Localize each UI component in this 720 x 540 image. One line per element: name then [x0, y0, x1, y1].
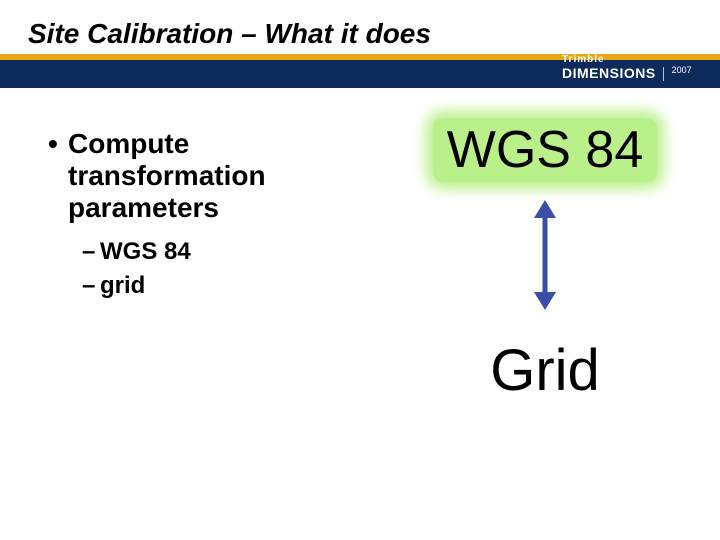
title-area: Site Calibration – What it does — [28, 18, 570, 50]
logo-wordmark: DIMENSIONS — [562, 65, 656, 81]
bullet-main-text: Compute transformation parameters — [68, 128, 358, 224]
bullet-sub: – WGS 84 — [82, 238, 358, 266]
diagram: WGS 84 Grid — [400, 118, 690, 404]
bullet-main: • Compute transformation parameters — [48, 128, 358, 224]
slide: Site Calibration – What it does Trimble … — [0, 0, 720, 540]
logo: Trimble DIMENSIONS 2007 — [562, 54, 702, 84]
diagram-top-label: WGS 84 — [433, 118, 658, 182]
bullet-sub-text: grid — [100, 272, 145, 300]
bullet-sub: – grid — [82, 272, 358, 300]
logo-brand: Trimble — [562, 54, 702, 65]
bullet-dot-icon: • — [48, 128, 68, 224]
bullet-dash-icon: – — [82, 272, 100, 300]
logo-year: 2007 — [672, 65, 692, 75]
slide-title: Site Calibration – What it does — [28, 18, 570, 50]
bullet-list: • Compute transformation parameters – WG… — [48, 128, 358, 300]
diagram-bottom-label: Grid — [400, 337, 690, 404]
bullet-dash-icon: – — [82, 238, 100, 266]
double-arrow-icon — [530, 200, 560, 310]
diagram-arrow — [400, 200, 690, 315]
bullet-sub-text: WGS 84 — [100, 238, 191, 266]
logo-sep-icon — [663, 67, 664, 81]
